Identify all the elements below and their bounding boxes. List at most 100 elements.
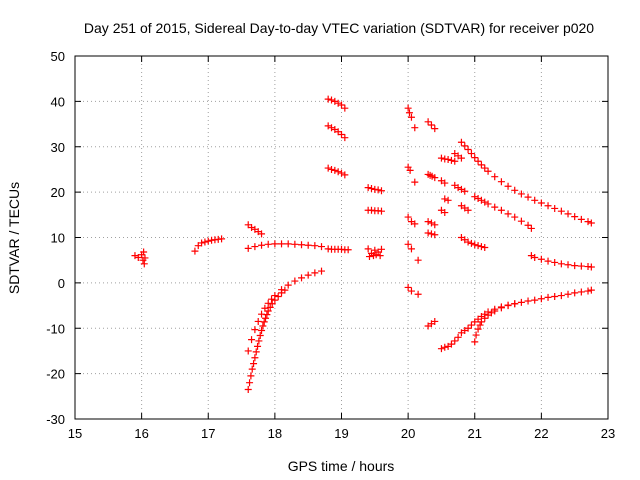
data-point [371,246,379,254]
data-point [284,240,292,248]
data-point [304,241,312,249]
data-point [338,169,345,177]
data-point [377,207,385,215]
data-point [551,258,559,266]
data-point [474,194,482,202]
data-point [284,281,292,289]
series-s21 [404,240,415,253]
data-point [247,372,255,380]
data-point [404,104,412,112]
data-point [254,342,262,350]
data-point [424,218,432,226]
data-point [587,263,595,271]
series-s40 [527,252,595,271]
data-point [331,166,339,174]
series-s23 [404,283,415,295]
data-point [531,296,539,304]
data-point [414,290,422,298]
data-point [427,219,435,227]
series-s11 [364,184,385,195]
series-s30 [437,177,449,187]
data-point [517,190,525,198]
data-point [577,288,585,296]
data-point [266,303,274,311]
data-point [404,213,412,221]
x-tick-label: 22 [534,426,548,441]
data-point [364,245,372,253]
data-point [444,196,452,204]
series-s16 [424,118,439,133]
data-point [467,150,475,158]
data-point [472,331,480,339]
data-point [431,174,439,182]
data-point [404,283,412,291]
data-point [252,348,260,356]
x-tick-label: 18 [268,426,282,441]
data-point [527,224,535,232]
x-tick-label: 19 [334,426,348,441]
data-point [491,307,499,315]
data-point [474,157,482,165]
data-point [464,324,472,332]
data-point [411,178,419,186]
data-point [447,156,455,164]
data-point [571,262,579,270]
data-point [564,210,572,218]
series-s24 [414,290,422,298]
data-point [274,292,282,300]
data-point [407,287,415,295]
data-point [431,231,439,239]
data-point [406,166,414,174]
x-tick-label: 16 [134,426,148,441]
y-tick-label: 10 [51,231,65,246]
data-point [264,299,272,307]
data-point [484,200,492,208]
series-s08 [324,95,349,112]
data-point [341,104,349,112]
data-point [524,297,532,305]
data-point [364,184,372,192]
data-point [258,241,266,249]
data-point [405,109,413,117]
data-point [324,164,332,172]
data-point [244,347,252,355]
series-s17 [404,163,414,174]
series-s22 [414,256,422,264]
y-tick-label: 0 [58,276,65,291]
data-point [407,245,415,253]
series-s13 [364,245,385,261]
data-point [271,292,279,300]
data-point [254,317,262,325]
data-point [258,327,266,335]
data-point [251,354,259,362]
data-point [256,332,264,340]
data-point [437,345,445,353]
data-point [298,274,306,282]
series-s12 [364,206,385,215]
data-point [444,155,452,163]
data-point [464,238,472,246]
data-point [447,340,455,348]
data-point [551,204,559,212]
series-s02 [191,235,226,255]
data-point [437,154,445,162]
data-point [311,242,319,250]
y-tick-label: -20 [46,367,65,382]
data-point [404,240,412,248]
x-tick-label: 17 [201,426,215,441]
data-point [467,239,475,247]
data-point [191,247,199,255]
series-s20 [411,220,419,228]
data-point [587,219,595,227]
data-point [244,386,252,394]
data-point [584,287,592,295]
data-point [481,198,489,206]
data-point [504,182,512,190]
x-tick-label: 21 [468,426,482,441]
data-point [491,203,499,211]
data-point [264,240,272,248]
data-point [262,314,270,322]
data-point [441,179,449,187]
series-s03 [244,221,266,238]
data-point [557,260,565,268]
